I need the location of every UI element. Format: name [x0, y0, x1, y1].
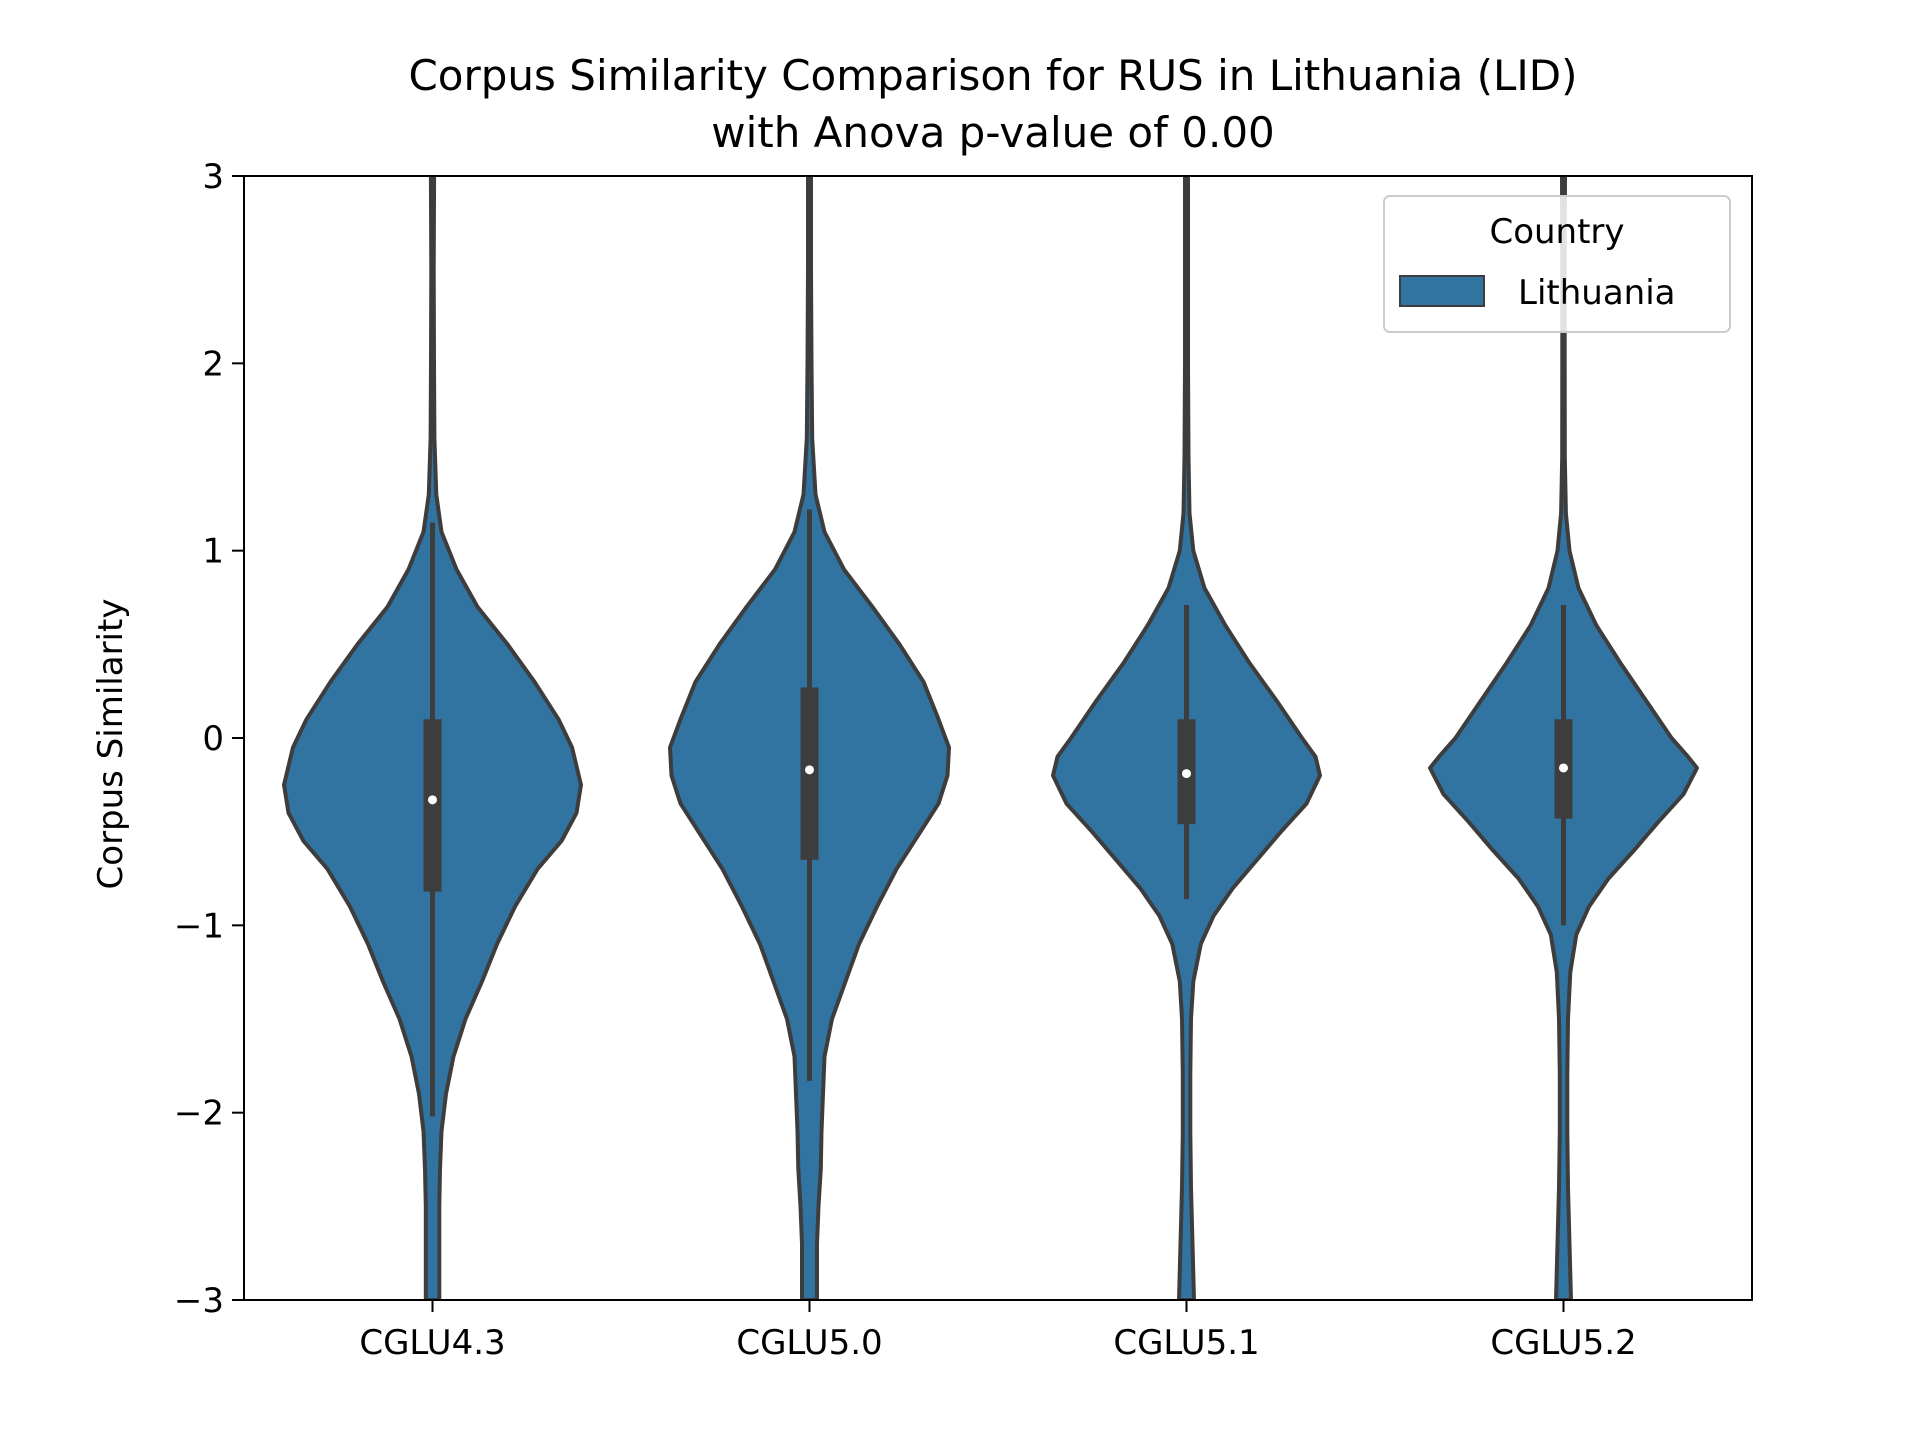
plot-area-frame: [243, 175, 1753, 1301]
violin-median-point-cglu5-2: [1559, 763, 1568, 773]
legend-swatch-lithuania: [1399, 275, 1485, 307]
x-tick-label: CGLU5.0: [736, 1323, 882, 1363]
y-tick-label: −3: [174, 1281, 224, 1321]
y-axis-label: Corpus Similarity: [91, 599, 131, 890]
chart-title-line1: Corpus Similarity Comparison for RUS in …: [408, 51, 1577, 100]
legend-label-lithuania: Lithuania: [1518, 273, 1675, 313]
y-tick-label: 1: [202, 532, 224, 572]
x-tick-label: CGLU5.1: [1113, 1323, 1259, 1363]
violins-group: [282, 176, 1699, 1300]
y-tick-label: −2: [174, 1094, 224, 1134]
violin-median-point-cglu4-3: [428, 795, 437, 805]
x-tick-label: CGLU4.3: [359, 1323, 505, 1363]
y-tick-label: 0: [202, 719, 224, 759]
x-tick-label: CGLU5.2: [1490, 1323, 1636, 1363]
legend-title: Country: [1489, 212, 1624, 252]
chart-title-line2: with Anova p-value of 0.00: [711, 108, 1275, 157]
x-axis-ticks: CGLU4.3 CGLU5.0 CGLU5.1 CGLU5.2: [359, 1300, 1637, 1363]
legend: Country Lithuania: [1383, 195, 1731, 333]
y-tick-label: 2: [202, 344, 224, 384]
y-tick-label: 3: [202, 157, 224, 197]
y-axis-ticks: −3 −2 −1 0 1 2 3: [174, 157, 244, 1321]
violin-median-point-cglu5-0: [805, 765, 814, 775]
y-tick-label: −1: [174, 906, 224, 946]
violin-iqr-box-cglu4-3: [423, 719, 442, 892]
violin-median-point-cglu5-1: [1182, 769, 1191, 779]
